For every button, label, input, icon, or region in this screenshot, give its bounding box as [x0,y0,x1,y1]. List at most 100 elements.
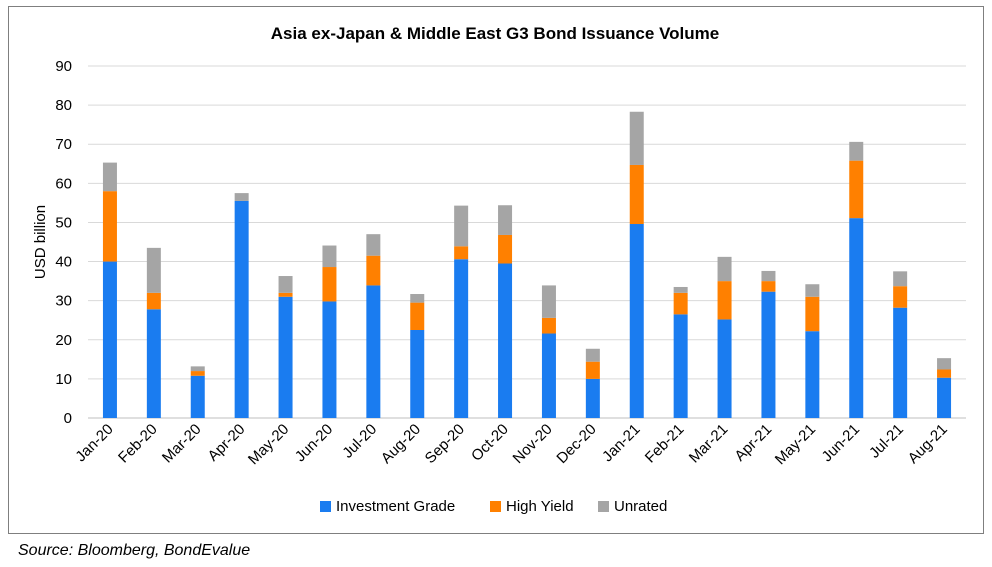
bar-segment [102,162,117,192]
bar-segment [410,302,425,330]
legend-label: High Yield [506,498,574,515]
bar-segment [761,270,776,282]
bar-segment [585,348,600,362]
bar-segment [805,284,820,297]
bar-segment [190,371,205,376]
bar-segment [410,294,425,303]
bar-segment [629,224,644,418]
y-tick-label: 50 [55,214,72,231]
y-tick-label: 20 [55,332,72,349]
bar-segment [849,218,864,418]
x-tick-label: May-20 [245,421,292,468]
bar-segment [541,285,556,318]
x-tick-label: May-21 [772,421,819,468]
bar-segment [849,141,864,161]
x-tick-label: Jun-21 [819,421,863,465]
bar-segment [673,292,688,315]
x-tick-label: Aug-20 [378,421,424,467]
x-tick-label: Nov-20 [510,421,556,467]
bar-segment [673,314,688,418]
gridlines [88,65,966,419]
bar-segment [937,358,952,370]
bar-segment [717,281,732,320]
bar-segment [322,245,337,268]
bar-segment [498,205,513,235]
bar-segment [585,378,600,418]
bar-segment [102,261,117,418]
y-tick-label: 10 [55,371,72,388]
bar-segment [893,271,908,287]
bar-segment [366,285,381,418]
chart-frame [8,6,984,534]
bar-segment [761,281,776,292]
x-tick-label: Mar-20 [159,421,205,467]
bar-segment [454,205,469,247]
bar-segment [541,333,556,418]
y-tick-label: 80 [55,97,72,114]
bar-segment [366,255,381,286]
x-tick-label: Jul-20 [339,421,380,462]
bar-segment [893,307,908,418]
x-tick-label: Apr-20 [205,421,249,465]
bar-segment [629,111,644,165]
bar-segment [278,296,293,418]
x-tick-label: Sep-20 [422,421,468,467]
bar-segment [146,309,161,418]
bar-segment [761,291,776,418]
bar-segment [234,200,249,418]
x-tick-label: Feb-21 [642,421,688,467]
x-tick-label: Feb-20 [115,421,161,467]
x-tick-label: Mar-21 [686,421,732,467]
bar-segment [937,377,952,418]
x-tick-label: Jan-21 [599,421,643,465]
bar-segment [454,259,469,418]
bar-segment [366,234,381,256]
bar-segment [541,317,556,334]
x-tick-label: Apr-21 [731,421,775,465]
bar-segment [190,375,205,418]
bar-segment [585,361,600,379]
bar-segment [805,331,820,418]
y-tick-label: 30 [55,293,72,310]
bar-segment [629,164,644,225]
y-tick-label: 90 [55,58,72,75]
x-tick-label: Jan-20 [72,421,116,465]
bars [102,111,952,418]
bar-segment [717,319,732,418]
bar-segment [102,191,117,262]
bar-segment [498,263,513,418]
bar-segment [893,286,908,308]
x-tick-label: Jul-21 [866,421,907,462]
y-tick-label: 70 [55,136,72,153]
x-tick-label: Aug-21 [905,421,951,467]
bar-segment [146,247,161,293]
bar-segment [937,369,952,378]
bar-segment [278,276,293,293]
bar-segment [322,267,337,302]
bar-segment [234,193,249,201]
bar-segment [410,330,425,418]
legend: Investment Grade High Yield Unrated [320,498,667,515]
y-axis-label: USD billion [32,205,49,279]
x-tick-label: Dec-20 [553,421,599,467]
bar-segment [849,160,864,219]
bar-segment [454,246,469,260]
chart-title: Asia ex-Japan & Middle East G3 Bond Issu… [271,24,719,43]
legend-swatch [320,501,331,512]
bar-segment [190,366,205,372]
x-tick-label: Jun-20 [292,421,336,465]
y-tick-labels: 0 10 20 30 40 50 60 70 80 90 [55,58,72,427]
legend-swatch [598,501,609,512]
y-tick-label: 0 [64,410,72,427]
legend-swatch [490,501,501,512]
bar-segment [498,234,513,264]
legend-label: Investment Grade [336,498,455,515]
y-tick-label: 40 [55,254,72,271]
y-tick-label: 60 [55,175,72,192]
bar-segment [322,301,337,418]
bar-segment [673,286,688,293]
legend-label: Unrated [614,498,667,515]
bar-segment [717,256,732,282]
